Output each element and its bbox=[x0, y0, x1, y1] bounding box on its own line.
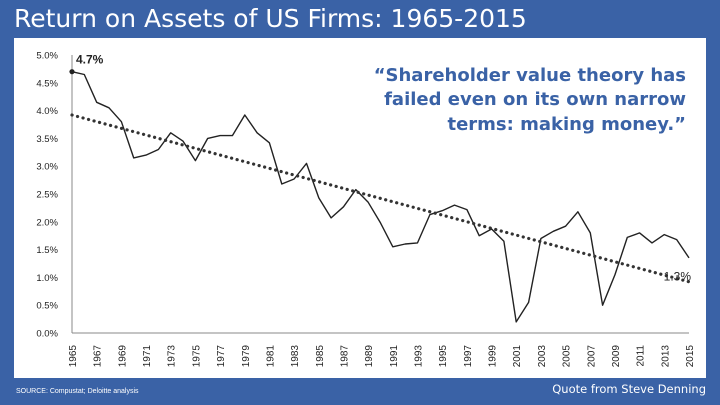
y-tick-label: 4.0% bbox=[36, 106, 58, 117]
annotation-end-value: 1.3% bbox=[664, 270, 692, 284]
x-tick-label: 1981 bbox=[265, 345, 276, 368]
x-tick-label: 1967 bbox=[93, 345, 104, 368]
x-tick-label: 1991 bbox=[389, 345, 400, 368]
y-tick-label: 4.5% bbox=[36, 78, 58, 89]
x-tick-label: 1973 bbox=[167, 345, 178, 368]
x-tick-label: 1969 bbox=[117, 345, 128, 368]
x-tick-label: 2001 bbox=[512, 345, 523, 368]
x-tick-labels: 1965 1967 1969 1971 1973 1975 1977 1979 1981 1983… bbox=[68, 345, 696, 368]
roa-line-chart: 0.0% 0.5% 1.0% 1.5% 2.0% 2.5% 3.0% 3.5% 4.0% 4.5%… bbox=[36, 51, 696, 368]
x-tick-label: 2015 bbox=[685, 345, 696, 368]
x-tick-label: 1993 bbox=[414, 345, 425, 368]
x-tick-label: 1977 bbox=[216, 345, 227, 368]
x-tick-label: 2013 bbox=[660, 345, 671, 368]
source-note: SOURCE: Compustat; Deloitte analysis bbox=[16, 388, 139, 395]
x-tick-label: 1987 bbox=[339, 345, 350, 368]
chart-panel: 0.0% 0.5% 1.0% 1.5% 2.0% 2.5% 3.0% 3.5% 4.0% 4.5%… bbox=[14, 38, 706, 378]
y-tick-label: 3.5% bbox=[36, 134, 58, 145]
x-tick-label: 1997 bbox=[463, 345, 474, 368]
annotation-layer: 4.7% 1.3% bbox=[69, 53, 691, 284]
x-tick-label: 2007 bbox=[586, 345, 597, 368]
series-layer bbox=[70, 71, 691, 323]
annotation-start-value: 4.7% bbox=[76, 53, 104, 67]
x-tick-label: 2011 bbox=[636, 345, 647, 367]
x-tick-label: 1989 bbox=[364, 345, 375, 368]
x-tick-label: 1983 bbox=[290, 345, 301, 368]
quote-credit: Quote from Steve Denning bbox=[552, 382, 706, 396]
y-tick-label: 2.5% bbox=[36, 190, 58, 201]
x-tick-label: 1975 bbox=[191, 345, 202, 368]
y-tick-label: 1.5% bbox=[36, 245, 58, 256]
x-tick-label: 1995 bbox=[438, 345, 449, 368]
y-tick-label: 0.5% bbox=[36, 301, 58, 312]
x-tick-label: 2003 bbox=[537, 345, 548, 368]
y-tick-label: 1.0% bbox=[36, 273, 58, 284]
quote-text: “Shareholder value theory has failed eve… bbox=[373, 65, 686, 135]
slide-title: Return on Assets of US Firms: 1965-2015 bbox=[14, 4, 527, 33]
x-tick-label: 2005 bbox=[562, 345, 573, 368]
y-tick-label: 0.0% bbox=[36, 329, 58, 340]
start-point-marker bbox=[69, 69, 75, 75]
roa-series-line bbox=[71, 71, 690, 323]
x-tick-label: 1979 bbox=[241, 345, 252, 368]
trend-line bbox=[70, 113, 691, 284]
x-tick-label: 1971 bbox=[142, 345, 153, 368]
y-tick-label: 5.0% bbox=[36, 51, 58, 62]
x-tick-label: 1985 bbox=[315, 345, 326, 368]
x-tick-label: 2009 bbox=[611, 345, 622, 368]
x-tick-label: 1965 bbox=[68, 345, 79, 368]
x-tick-label: 1999 bbox=[488, 345, 499, 368]
y-tick-labels: 0.0% 0.5% 1.0% 1.5% 2.0% 2.5% 3.0% 3.5% 4.0% 4.5%… bbox=[36, 51, 58, 340]
y-tick-label: 3.0% bbox=[36, 162, 58, 173]
y-tick-label: 2.0% bbox=[36, 217, 58, 228]
